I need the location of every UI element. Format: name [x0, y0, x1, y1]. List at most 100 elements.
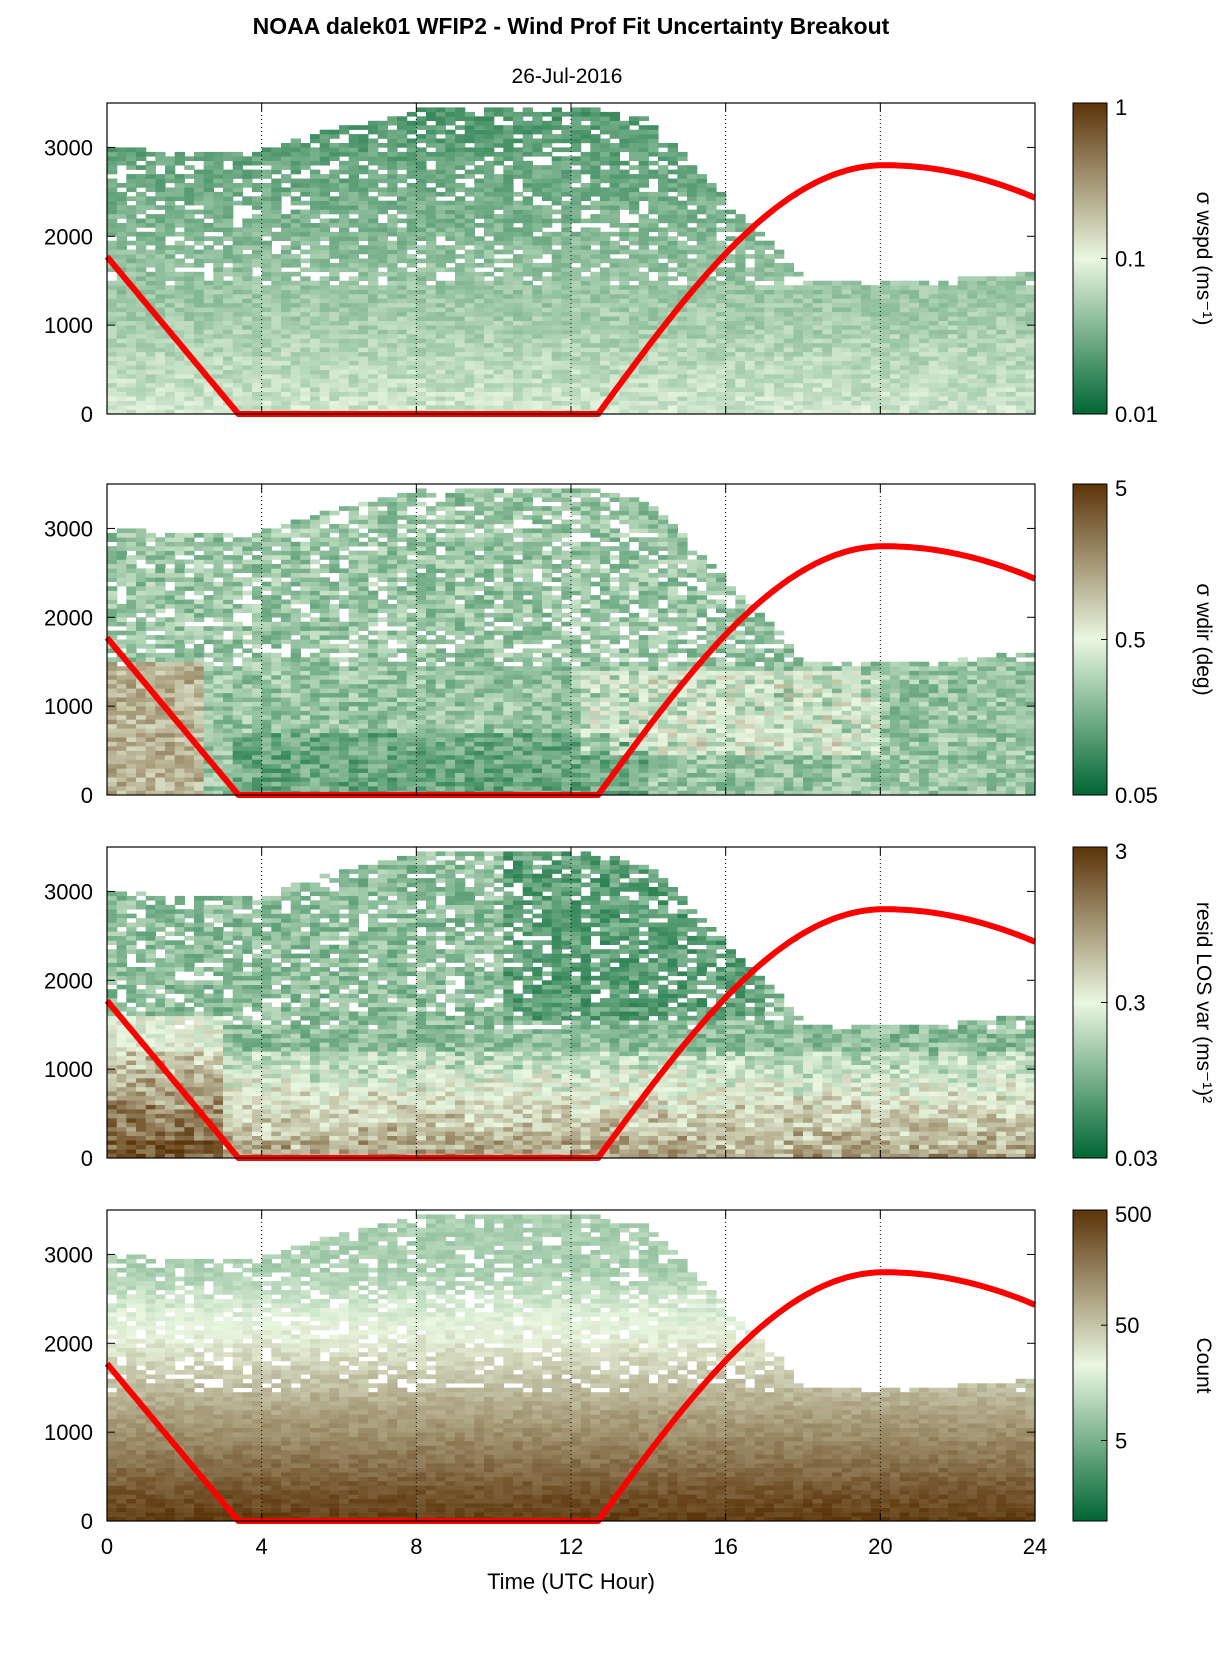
- heatmap-cell: [377, 387, 388, 392]
- heatmap-cell: [145, 240, 156, 246]
- heatmap-cell: [513, 369, 524, 375]
- heatmap-cell: [290, 196, 301, 201]
- heatmap-cell: [474, 191, 485, 197]
- heatmap-cell: [145, 400, 156, 406]
- heatmap-cell: [290, 262, 301, 268]
- heatmap-cell: [861, 285, 872, 290]
- heatmap-cell: [629, 325, 640, 330]
- heatmap-cell: [445, 378, 456, 384]
- heatmap-cell: [484, 200, 495, 206]
- heatmap-cell: [619, 382, 630, 388]
- heatmap-cell: [580, 236, 591, 241]
- heatmap-cell: [580, 258, 591, 264]
- heatmap-cell: [281, 311, 292, 317]
- heatmap-cell: [619, 120, 630, 126]
- heatmap-cell: [145, 741, 156, 747]
- heatmap-cell: [358, 231, 369, 237]
- heatmap-cell: [861, 311, 872, 317]
- heatmap-cell: [145, 258, 156, 264]
- heatmap-cell: [774, 325, 785, 330]
- heatmap-cell: [300, 200, 311, 206]
- heatmap-cell: [281, 342, 292, 348]
- heatmap-cell: [194, 218, 205, 224]
- heatmap-cell: [754, 396, 765, 401]
- heatmap-cell: [1025, 334, 1036, 339]
- heatmap-cell: [793, 329, 804, 335]
- heatmap-cell: [455, 316, 466, 321]
- heatmap-cell: [580, 334, 591, 339]
- heatmap-cell: [165, 374, 176, 379]
- heatmap-cell: [174, 307, 185, 313]
- heatmap-cell: [165, 302, 176, 308]
- heatmap-cell: [909, 311, 920, 317]
- heatmap-cell: [464, 378, 475, 384]
- heatmap-cell: [561, 258, 572, 264]
- heatmap-cell: [107, 728, 118, 734]
- heatmap-cell: [165, 391, 176, 397]
- heatmap-cell: [252, 302, 263, 308]
- heatmap-cell: [300, 249, 311, 255]
- heatmap-cell: [348, 365, 359, 370]
- heatmap-cell: [493, 227, 504, 233]
- heatmap-cell: [474, 347, 485, 353]
- heatmap-cell: [977, 307, 988, 313]
- heatmap-cell: [136, 400, 147, 406]
- heatmap-cell: [774, 391, 785, 397]
- heatmap-cell: [783, 387, 794, 392]
- heatmap-cell: [426, 231, 437, 237]
- heatmap-cell: [745, 334, 756, 339]
- heatmap-cell: [638, 391, 649, 397]
- heatmap-cell: [957, 396, 968, 401]
- heatmap-cell: [590, 365, 601, 370]
- heatmap-cell: [938, 347, 949, 353]
- heatmap-cell: [687, 329, 698, 335]
- heatmap-cell: [919, 360, 930, 366]
- heatmap-cell: [281, 276, 292, 281]
- heatmap-cell: [271, 236, 282, 241]
- heatmap-cell: [406, 320, 417, 326]
- heatmap-cell: [329, 262, 340, 268]
- heatmap-cell: [658, 294, 669, 299]
- heatmap-cell: [310, 369, 321, 375]
- heatmap-cell: [735, 307, 746, 313]
- heatmap-cell: [812, 280, 823, 286]
- heatmap-cell: [948, 405, 959, 410]
- heatmap-cell: [474, 262, 485, 268]
- heatmap-cell: [464, 138, 475, 144]
- heatmap-cell: [213, 254, 224, 259]
- heatmap-cell: [513, 138, 524, 144]
- heatmap-cell: [580, 151, 591, 157]
- heatmap-cell: [677, 165, 688, 170]
- heatmap-cell: [600, 374, 611, 379]
- heatmap-cell: [368, 320, 379, 326]
- heatmap-cell: [522, 351, 533, 357]
- heatmap-cell: [735, 240, 746, 246]
- heatmap-cell: [174, 347, 185, 353]
- heatmap-cell: [609, 409, 620, 415]
- heatmap-cell: [658, 334, 669, 339]
- heatmap-cell: [725, 209, 736, 215]
- heatmap-cell: [967, 302, 978, 308]
- heatmap-cell: [513, 160, 524, 166]
- heatmap-cell: [638, 254, 649, 259]
- heatmap-cell: [310, 405, 321, 410]
- heatmap-cell: [126, 528, 137, 534]
- heatmap-cell: [909, 316, 920, 321]
- heatmap-cell: [938, 409, 949, 415]
- heatmap-cell: [571, 240, 582, 246]
- heatmap-cell: [474, 143, 485, 148]
- heatmap-cell: [725, 405, 736, 410]
- heatmap-cell: [455, 302, 466, 308]
- heatmap-cell: [387, 249, 398, 255]
- heatmap-cell: [339, 347, 350, 353]
- heatmap-cell: [107, 342, 118, 348]
- heatmap-cell: [377, 165, 388, 170]
- heatmap-cell: [590, 254, 601, 259]
- heatmap-cell: [513, 214, 524, 219]
- heatmap-cell: [310, 307, 321, 313]
- heatmap-cell: [609, 396, 620, 401]
- heatmap-cell: [464, 111, 475, 117]
- heatmap-cell: [609, 351, 620, 357]
- heatmap-cell: [329, 151, 340, 157]
- heatmap-cell: [590, 111, 601, 117]
